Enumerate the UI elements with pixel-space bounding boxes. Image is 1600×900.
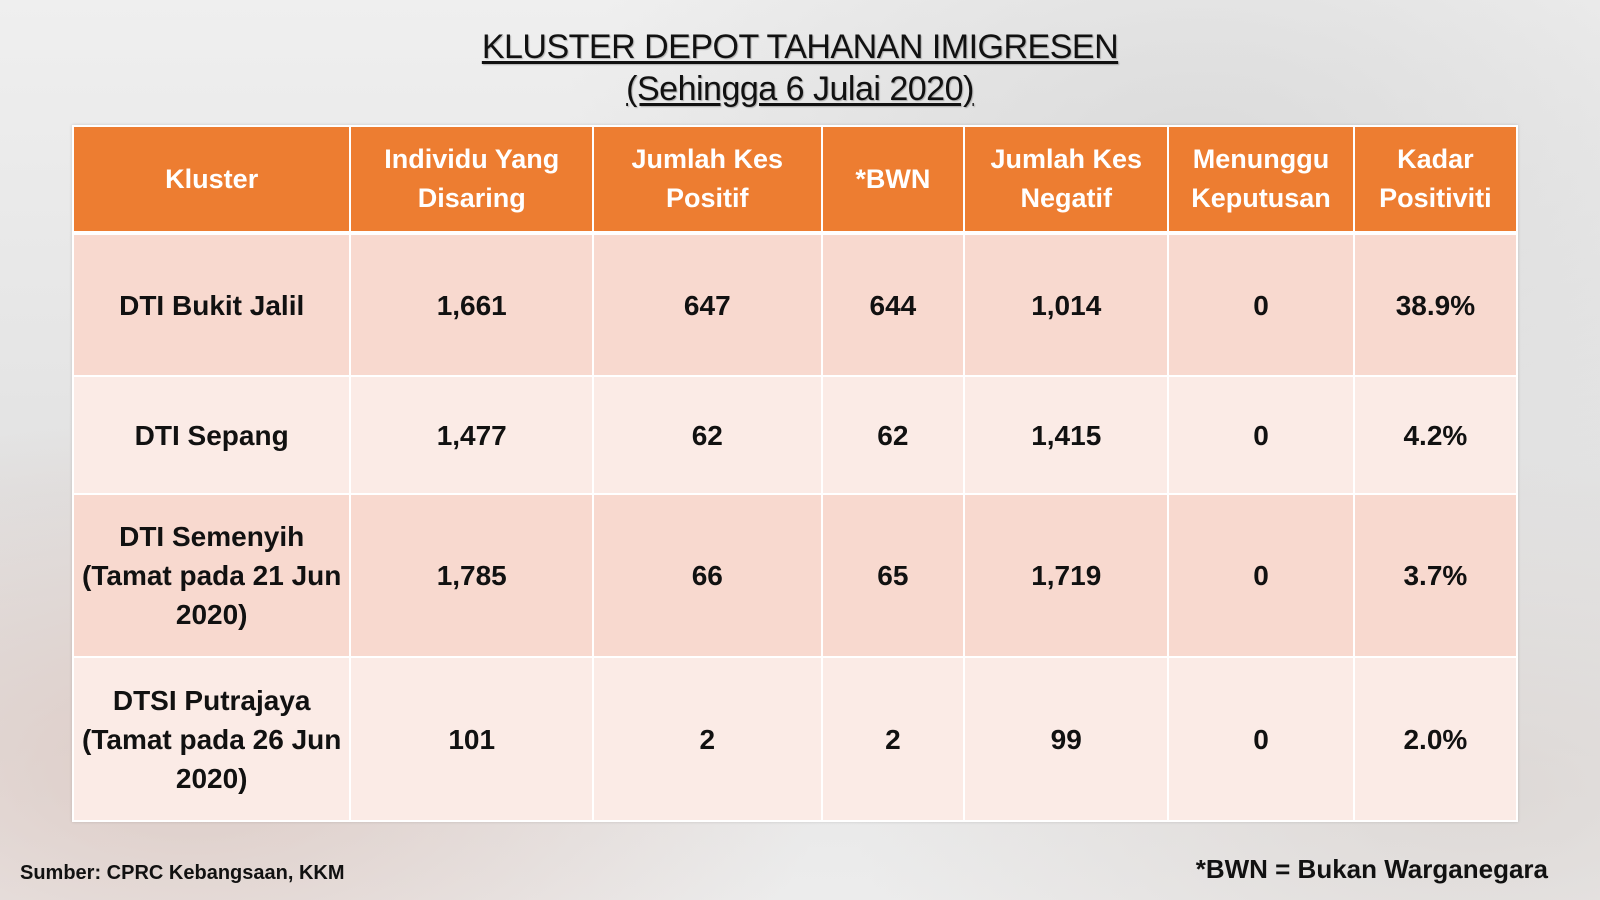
cell-menunggu-keputusan: 0 [1167,656,1355,822]
cell-menunggu-keputusan: 0 [1167,375,1355,495]
header-jumlah-kes-positif: Jumlah Kes Positif [592,125,823,235]
cell-menunggu-keputusan: 0 [1167,232,1355,377]
cell-kes-negatif: 1,719 [963,493,1170,658]
cell-bwn: 2 [820,656,966,822]
cell-kluster: DTI Bukit Jalil [71,232,352,377]
bwn-legend-note: *BWN = Bukan Warganegara [1195,854,1548,884]
header-bwn: *BWN [820,125,966,235]
table-body: DTI Bukit Jalil 1,661 647 644 1,014 0 38… [71,232,1519,822]
header-row: Kluster Individu Yang Disaring Jumlah Ke… [71,125,1519,235]
table-row: DTI Bukit Jalil 1,661 647 644 1,014 0 38… [71,232,1519,377]
header-menunggu-keputusan: Menunggu Keputusan [1167,125,1355,235]
cell-individu-disaring: 1,785 [349,493,595,658]
cell-kadar-positiviti: 4.2% [1352,375,1519,495]
cell-kes-negatif: 1,014 [963,232,1170,377]
cell-kadar-positiviti: 38.9% [1352,232,1519,377]
cell-individu-disaring: 1,477 [349,375,595,495]
cell-kadar-positiviti: 2.0% [1352,656,1519,822]
cell-kluster: DTI Semenyih (Tamat pada 21 Jun 2020) [71,493,352,658]
cell-kes-positif: 647 [592,232,823,377]
table-row: DTI Semenyih (Tamat pada 21 Jun 2020) 1,… [71,493,1519,658]
cell-menunggu-keputusan: 0 [1167,493,1355,658]
cell-bwn: 65 [820,493,966,658]
cell-kes-positif: 2 [592,656,823,822]
cell-kes-negatif: 99 [963,656,1170,822]
cell-individu-disaring: 101 [349,656,595,822]
cell-kes-positif: 66 [592,493,823,658]
cell-kluster: DTI Sepang [71,375,352,495]
cluster-table: Kluster Individu Yang Disaring Jumlah Ke… [71,125,1519,822]
cell-kes-positif: 62 [592,375,823,495]
header-kadar-positiviti: Kadar Positiviti [1352,125,1519,235]
cell-bwn: 62 [820,375,966,495]
cell-kluster: DTSI Putrajaya (Tamat pada 26 Jun 2020) [71,656,352,822]
cell-bwn: 644 [820,232,966,377]
table-header: Kluster Individu Yang Disaring Jumlah Ke… [71,125,1519,235]
data-table: Kluster Individu Yang Disaring Jumlah Ke… [71,125,1519,822]
header-individu-disaring: Individu Yang Disaring [349,125,595,235]
title-line-2: (Sehingga 6 Julai 2020) [626,70,974,108]
cell-kadar-positiviti: 3.7% [1352,493,1519,658]
cell-kes-negatif: 1,415 [963,375,1170,495]
table-row: DTSI Putrajaya (Tamat pada 26 Jun 2020) … [71,656,1519,822]
title-line-1: KLUSTER DEPOT TAHANAN IMIGRESEN [481,28,1119,66]
header-kluster: Kluster [71,125,352,235]
header-jumlah-kes-negatif: Jumlah Kes Negatif [963,125,1170,235]
source-note: Sumber: CPRC Kebangsaan, KKM [20,862,345,884]
cell-individu-disaring: 1,661 [349,232,595,377]
table-row: DTI Sepang 1,477 62 62 1,415 0 4.2% [71,375,1519,495]
page-title: KLUSTER DEPOT TAHANAN IMIGRESEN (Sehingg… [0,26,1600,110]
